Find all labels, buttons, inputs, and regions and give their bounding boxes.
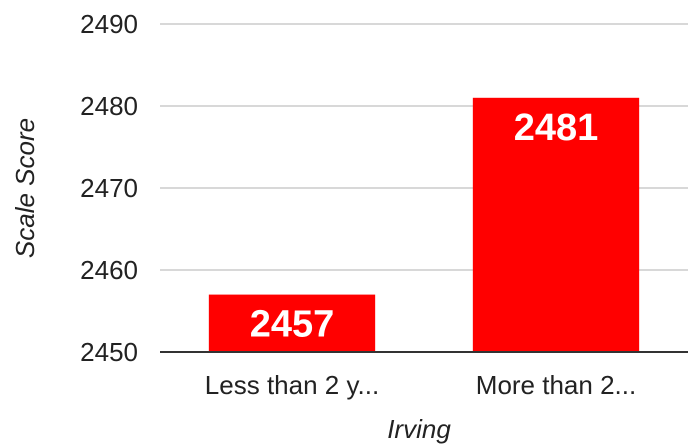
bar-1: [208, 294, 376, 352]
y-tick-label-2460: 2460: [80, 255, 138, 285]
data-label-1: 2457: [250, 304, 335, 346]
y-axis-ticks: 2450 2460 2470 2480 2490: [80, 9, 138, 367]
data-label-2: 2481: [514, 107, 599, 149]
y-tick-label-2480: 2480: [80, 91, 138, 121]
y-tick-label-2490: 2490: [80, 9, 138, 39]
y-axis-title: Scale Score: [10, 118, 40, 258]
bars: 2457 2481: [208, 97, 640, 352]
x-tick-label-2: More than 2...: [476, 370, 636, 400]
x-tick-label-1: Less than 2 y...: [205, 370, 379, 400]
y-tick-label-2450: 2450: [80, 337, 138, 367]
bar-2: [472, 97, 640, 352]
x-axis-ticks: Less than 2 y... More than 2...: [205, 370, 636, 400]
y-tick-label-2470: 2470: [80, 173, 138, 203]
x-axis-title: Irving: [387, 414, 451, 444]
